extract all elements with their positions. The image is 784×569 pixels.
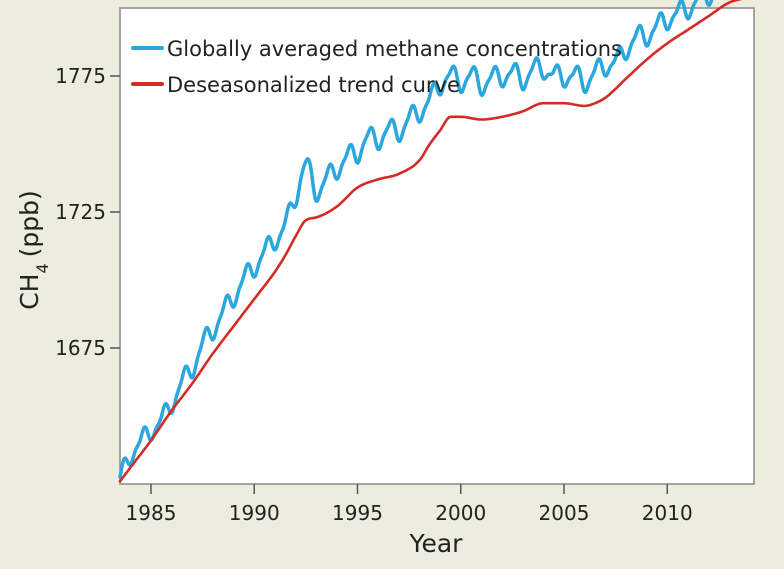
x-tick-label: 2005 — [539, 501, 590, 525]
x-axis-title: Year — [409, 529, 464, 558]
x-tick-label: 2010 — [642, 501, 693, 525]
y-axis-title-main: CH — [15, 274, 44, 310]
axis-ticks: 1675 1725 1775 1985 1990 1995 2000 2005 2010 — [55, 64, 693, 525]
y-tick-label: 1775 — [55, 64, 106, 88]
x-tick-label: 2000 — [435, 501, 486, 525]
series-line-methane-concentrations — [118, 0, 714, 479]
y-tick-label: 1725 — [55, 200, 106, 224]
x-tick-label: 1985 — [126, 501, 177, 525]
legend-label-methane: Globally averaged methane concentrations — [167, 37, 622, 61]
y-axis-title-subscript: 4 — [33, 263, 52, 273]
y-axis-title-unit: (ppb) — [15, 190, 44, 257]
series-layer — [118, 0, 743, 483]
x-tick-label: 1995 — [332, 501, 383, 525]
legend: Globally averaged methane concentrations… — [131, 37, 622, 97]
x-tick-label: 1990 — [229, 501, 280, 525]
legend-label-trend: Deseasonalized trend curve — [167, 73, 460, 97]
series-line-trend-curve — [118, 0, 743, 483]
y-axis-title: CH4 (ppb) — [15, 190, 52, 310]
y-tick-label: 1675 — [55, 336, 106, 360]
